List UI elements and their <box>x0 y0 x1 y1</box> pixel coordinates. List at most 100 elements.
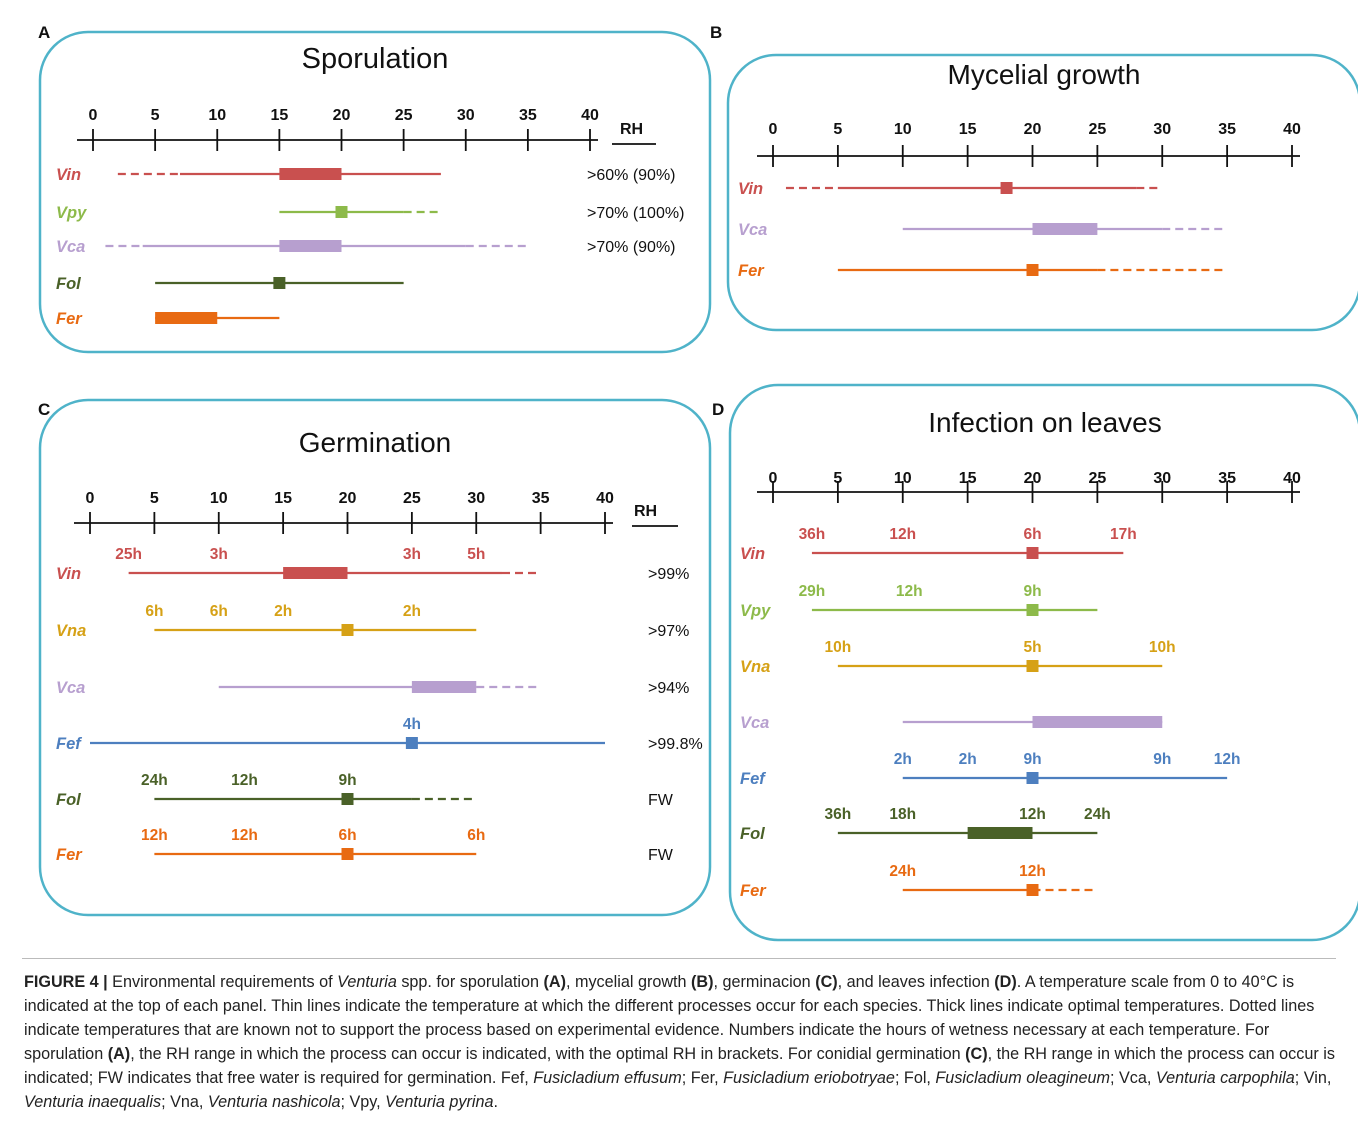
axis-tick-label: 35 <box>532 490 550 507</box>
wetness-hours-label: 36h <box>799 526 826 543</box>
optimal-range-bar <box>411 681 477 693</box>
wetness-hours-label: 3h <box>210 546 228 563</box>
axis-tick-label: 5 <box>833 121 842 138</box>
axis-tick-label: 40 <box>1283 470 1301 487</box>
caption-text: spp. for sporulation <box>396 973 544 991</box>
wetness-hours-label: 24h <box>141 772 168 789</box>
wetness-hours-label: 3h <box>403 546 421 563</box>
axis-tick-label: 15 <box>959 470 977 487</box>
caption-text: Environmental requirements of <box>107 973 338 991</box>
axis-tick-label: 0 <box>769 121 778 138</box>
wetness-hours-label: 9h <box>1023 583 1041 600</box>
axis-tick-label: 40 <box>596 490 614 507</box>
caption-figure-label: FIGURE 4 | <box>24 973 108 991</box>
panel-c: C Germination 0 5 10 15 20 25 30 35 40 RH Vin 25h 3h 3h… <box>38 398 712 917</box>
panel-frame <box>38 30 712 354</box>
axis-tick-label: 20 <box>1024 470 1042 487</box>
species-label-fol: Fol <box>740 825 765 843</box>
optimal-range-bar <box>967 827 1033 839</box>
rh-value: >70% (100%) <box>587 205 684 222</box>
wetness-hours-label: 2h <box>274 603 292 620</box>
axis-tick-label: 5 <box>151 107 160 124</box>
wetness-hours-label: 4h <box>403 716 421 733</box>
wetness-hours-label: 18h <box>889 806 916 823</box>
caption-text: ; Vna, <box>161 1093 208 1111</box>
caption-text: , germinacion <box>713 973 816 991</box>
panel-letter: C <box>38 400 50 419</box>
caption-species: Venturia inaequalis <box>24 1093 162 1111</box>
optimal-range-bar <box>1032 223 1098 235</box>
panel-a: A Sporulation 0 5 10 15 20 25 30 35 40 RH Vin >60% (9… <box>38 23 712 354</box>
axis-tick-label: 5 <box>833 470 842 487</box>
species-label-vna: Vna <box>740 658 770 676</box>
caption-species: Venturia pyrina <box>385 1093 494 1111</box>
species-label-fef: Fef <box>740 770 766 788</box>
optimum-marker <box>1026 884 1039 896</box>
species-label-vca: Vca <box>740 714 769 732</box>
caption-genus: Venturia <box>337 973 397 991</box>
optimum-marker <box>1000 182 1013 194</box>
species-label-vpy: Vpy <box>56 204 87 222</box>
axis-tick-label: 10 <box>894 121 912 138</box>
axis-tick-label: 35 <box>1218 470 1236 487</box>
caption-text: , and leaves infection <box>837 973 995 991</box>
panel-letter: B <box>710 23 722 42</box>
species-label-fol: Fol <box>56 275 81 293</box>
wetness-hours-label: 12h <box>231 772 258 789</box>
wetness-hours-label: 6h <box>210 603 228 620</box>
optimum-marker <box>1026 547 1039 559</box>
axis-tick-label: 25 <box>395 107 413 124</box>
caption-species: Fusicladium eriobotryae <box>723 1069 895 1087</box>
wetness-hours-label: 10h <box>1149 639 1176 656</box>
wetness-hours-label: 9h <box>1023 751 1041 768</box>
species-label-vna: Vna <box>56 622 86 640</box>
axis-tick-label: 40 <box>1283 121 1301 138</box>
axis-tick-label: 25 <box>1088 470 1106 487</box>
wetness-hours-label: 6h <box>338 827 356 844</box>
panel-title: Sporulation <box>302 43 449 75</box>
axis-tick-label: 20 <box>1024 121 1042 138</box>
rh-value: >99% <box>648 566 689 583</box>
optimum-marker <box>273 277 286 289</box>
rh-value: FW <box>648 847 674 864</box>
wetness-hours-label: 36h <box>825 806 852 823</box>
axis-tick-label: 25 <box>1088 121 1106 138</box>
axis-tick-label: 20 <box>333 107 351 124</box>
optimum-marker <box>405 737 418 749</box>
caption-text: . A temperature scale from 0 to 40°C is … <box>24 973 1315 1063</box>
axis-tick-label: 25 <box>403 490 421 507</box>
optimal-range-bar <box>155 312 218 324</box>
rh-value: >94% <box>648 680 689 697</box>
optimum-marker <box>341 624 354 636</box>
panel-letter: A <box>38 23 50 42</box>
wetness-hours-label: 29h <box>799 583 826 600</box>
axis-tick-label: 0 <box>86 490 95 507</box>
optimum-marker <box>1026 660 1039 672</box>
wetness-hours-label: 10h <box>825 639 852 656</box>
optimum-marker <box>341 848 354 860</box>
wetness-hours-label: 12h <box>141 827 168 844</box>
rh-value: >97% <box>648 623 689 640</box>
panel-title: Mycelial growth <box>948 59 1141 90</box>
optimal-range-bar <box>279 168 342 180</box>
optimum-marker <box>1026 604 1039 616</box>
wetness-hours-label: 12h <box>1214 751 1241 768</box>
species-label-vca: Vca <box>738 221 767 239</box>
axis-tick-label: 15 <box>959 121 977 138</box>
wetness-hours-label: 2h <box>894 751 912 768</box>
species-label-fer: Fer <box>56 310 83 328</box>
caption-species: Fusicladium effusum <box>533 1069 682 1087</box>
wetness-hours-label: 12h <box>1019 806 1046 823</box>
figure-canvas: A Sporulation 0 5 10 15 20 25 30 35 40 RH Vin >60% (9… <box>38 23 1358 942</box>
figure-caption: FIGURE 4 | Environmental requirements of… <box>24 970 1336 1114</box>
axis-tick-label: 15 <box>274 490 292 507</box>
species-label-vpy: Vpy <box>740 602 771 620</box>
axis-tick-label: 30 <box>467 490 485 507</box>
wetness-hours-label: 12h <box>889 526 916 543</box>
wetness-hours-label: 6h <box>467 827 485 844</box>
wetness-hours-label: 2h <box>959 751 977 768</box>
caption-text: ; Fer, <box>681 1069 724 1087</box>
wetness-hours-label: 2h <box>403 603 421 620</box>
species-label-vin: Vin <box>740 545 765 563</box>
wetness-hours-label: 24h <box>1084 806 1111 823</box>
